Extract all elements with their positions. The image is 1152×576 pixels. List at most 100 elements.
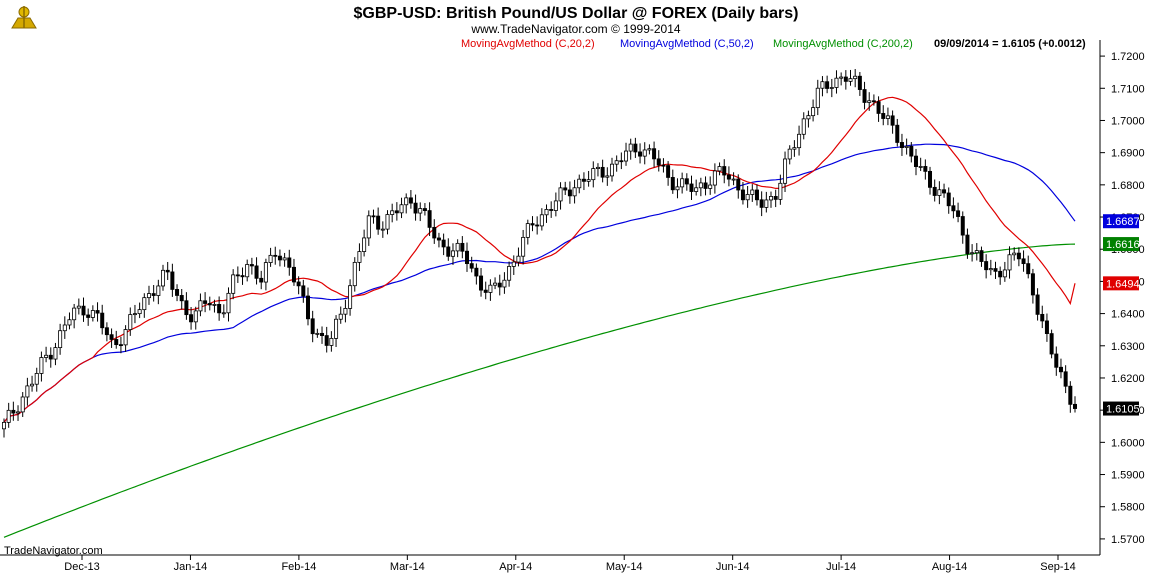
candle [769,191,774,208]
candle [441,233,446,256]
candle [932,179,937,202]
candle [998,266,1003,285]
candle [642,142,647,165]
candle [797,125,802,156]
legend-ma20: MovingAvgMethod (C,20,2) [461,38,595,50]
candle [427,202,432,237]
candle [1054,346,1059,376]
candle [778,174,783,205]
x-tick-label: Jun-14 [716,561,750,573]
candle [708,176,713,195]
candle [81,297,86,322]
y-tick-label: 1.5700 [1111,534,1145,546]
ma200-line [3,243,1076,538]
candle [207,296,212,311]
candle [609,157,614,182]
candle [787,145,792,165]
candle [740,182,745,205]
candle [118,336,123,354]
candle [25,377,30,406]
candle [1021,250,1026,272]
candle [600,159,605,183]
ma50-line [3,143,1076,423]
y-tick-label: 1.6900 [1111,148,1145,160]
candle [614,155,619,172]
candle [1063,365,1068,394]
candle [839,72,844,86]
candle [390,203,395,223]
candle [474,263,479,285]
candle [193,306,198,330]
candle [539,208,544,231]
candle [20,392,25,417]
candle [881,105,886,126]
candle [670,169,675,194]
candle [885,107,890,126]
candle [380,221,385,238]
candle [1026,255,1031,279]
candle [1044,313,1049,342]
candle [764,191,769,213]
candle [970,244,975,262]
candle [1016,247,1021,267]
candle [1002,261,1007,282]
candle [577,174,582,194]
candle [956,202,961,223]
candle [343,299,348,323]
candle [44,346,49,363]
candle [203,292,208,313]
candle [376,207,381,235]
candle [586,170,591,187]
candlesticks [2,69,1078,438]
price-badge-label: 1.6494 [1106,278,1140,290]
price-badge: 1.6616 [1103,237,1140,252]
candle [422,203,427,216]
indicator-legend: MovingAvgMethod (C,20,2) MovingAvgMethod… [461,38,1086,50]
candle [1035,288,1040,321]
candle [1058,358,1063,379]
candle [661,158,666,173]
candle [338,306,343,324]
candle [301,279,306,303]
candle [235,266,240,283]
candle [146,285,151,305]
candle [320,326,325,344]
candle [684,173,689,191]
candle [268,247,273,267]
candle [460,236,465,259]
candle [750,184,755,202]
candle [324,326,329,353]
candle [951,197,956,219]
x-tick-label: Dec-13 [64,561,99,573]
candle [801,112,806,140]
candle [329,331,334,352]
candle [184,292,189,320]
candle [53,342,58,366]
x-axis: Dec-13 Jan-14 Feb-14 Mar-14 Apr-14 May-14 Jun-… [64,555,1076,573]
candle [502,272,507,294]
x-tick-label: Aug-14 [932,561,967,573]
candle [488,279,493,301]
candle [675,178,680,199]
candle [231,269,236,300]
candle [918,157,923,172]
candle [521,229,526,265]
candle [114,330,119,349]
candle [6,402,11,428]
candle [151,285,156,302]
candle [277,249,282,267]
candle [165,261,170,280]
candle [366,210,371,246]
candle [726,166,731,187]
candle [834,70,839,94]
candle [591,161,596,188]
candle [58,323,63,355]
candle [904,138,909,155]
candle [638,143,643,164]
candle [535,216,540,235]
candle [862,81,867,110]
y-tick-label: 1.6800 [1111,180,1145,192]
x-tick-label: May-14 [606,561,643,573]
y-tick-label: 1.7200 [1111,51,1145,63]
candle [563,181,568,195]
